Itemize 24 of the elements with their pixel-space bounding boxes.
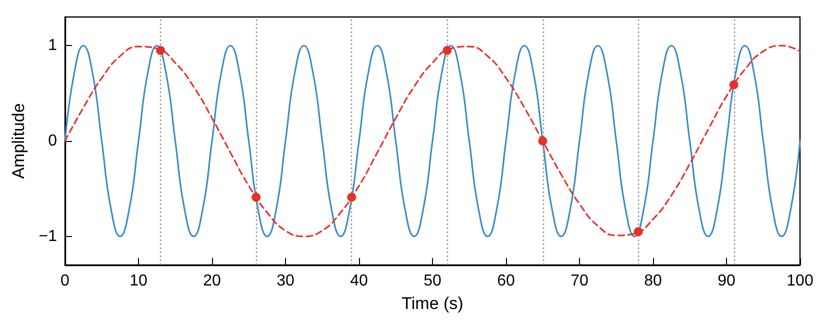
x-tick-label: 70 (570, 272, 588, 290)
line-series (64, 44, 801, 238)
point (729, 80, 738, 90)
point (156, 46, 166, 55)
point (442, 46, 452, 55)
x-tick-label: 30 (276, 272, 294, 290)
point (252, 192, 261, 202)
y-tick-label: −1 (38, 228, 58, 245)
x-tick-label: 0 (60, 272, 70, 290)
point (347, 192, 356, 202)
point (538, 136, 548, 146)
x-tick-label: 50 (424, 272, 442, 290)
x-tick-label: 80 (644, 272, 662, 290)
y-tick-label: 1 (48, 37, 58, 54)
y-axis-title: Amplitude (9, 103, 28, 179)
y-tick-label: 0 (48, 132, 58, 150)
x-tick-label: 90 (718, 272, 736, 290)
x-tick-label: 40 (350, 272, 368, 290)
x-tick-label: 10 (130, 272, 148, 290)
x-tick-label: 60 (497, 272, 515, 290)
x-tick-label: 100 (786, 272, 814, 290)
x-tick-label: 20 (203, 272, 221, 290)
point (634, 227, 643, 236)
x-axis-title: Time (s) (402, 294, 464, 313)
